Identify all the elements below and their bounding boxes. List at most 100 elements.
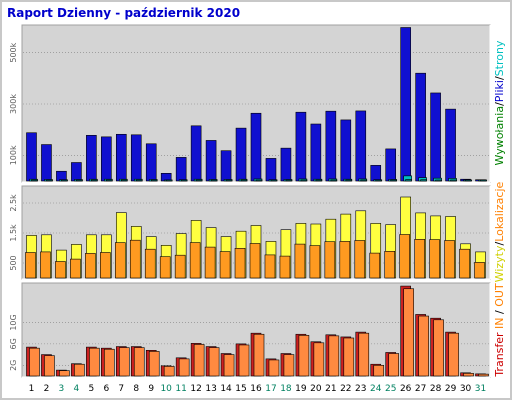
bar-kbout-day-3 — [59, 370, 70, 377]
bar-pages-day-10 — [165, 179, 173, 182]
x-tick-label: 30 — [460, 384, 472, 394]
bar-pages-day-19 — [300, 179, 308, 182]
x-tick-label: 3 — [59, 384, 65, 394]
x-tick-label: 25 — [385, 384, 396, 394]
bar-kbout-day-14 — [223, 354, 235, 377]
day-axis-labels: 1 2 3 4 5 6 7 8 9 10 11 12 13 14 15 16 17 18 19 20 21 22 23 24 2… — [29, 384, 487, 394]
bar-pages-day-28 — [435, 179, 442, 182]
bar-sites-day-24 — [369, 252, 381, 279]
chart-panels: 100k 300k 500k 500 1.5k 2.5k 2G 6G 10G — [9, 24, 491, 378]
bar-sites-day-15 — [234, 248, 246, 279]
bar-pages-day-13 — [210, 179, 218, 182]
bar-sites-day-31 — [474, 262, 485, 279]
x-tick-label: 29 — [445, 384, 457, 394]
bar-pages-day-3 — [61, 179, 68, 182]
panel-visits-sites: 500 1.5k 2.5k — [9, 185, 491, 280]
bar-kbout-day-19 — [298, 335, 310, 377]
bar-kbout-day-12 — [193, 344, 205, 377]
legend-top-panel: Wywołania/Pliki/Strony — [493, 40, 506, 165]
bar-kbout-day-29 — [448, 332, 459, 377]
bar-sites-day-6 — [100, 252, 111, 279]
bar-sites-day-18 — [279, 255, 291, 279]
bar-pages-day-4 — [76, 179, 83, 182]
bar-pages-day-25 — [390, 179, 398, 182]
legend-item: OUT — [493, 283, 506, 310]
bar-pages-day-23 — [360, 179, 368, 182]
bar-pages-day-1 — [31, 179, 38, 182]
bar-hits-day-9 — [145, 143, 157, 182]
bar-hits-day-18 — [280, 147, 292, 182]
bar-hits-day-20 — [310, 123, 322, 182]
bar-kbout-day-20 — [313, 342, 325, 377]
bar-kbout-day-31 — [478, 373, 489, 377]
bar-sites-day-19 — [294, 243, 306, 279]
bar-hits-day-4 — [71, 162, 82, 182]
bar-sites-day-17 — [264, 254, 276, 279]
bar-sites-day-14 — [219, 251, 231, 279]
bar-hits-day-14 — [220, 150, 232, 182]
x-tick-label: 21 — [325, 384, 336, 394]
bar-pages-day-7 — [120, 179, 128, 182]
bar-sites-day-20 — [309, 245, 321, 279]
bar-sites-day-1 — [25, 252, 36, 279]
y-tick-label: 2.5k — [9, 194, 18, 212]
y-tick-label: 6G — [9, 338, 18, 349]
bar-pages-day-18 — [285, 179, 293, 182]
bar-hits-day-21 — [325, 110, 337, 182]
bar-sites-day-10 — [159, 256, 171, 279]
bar-kbout-day-11 — [178, 358, 190, 377]
x-tick-label: 6 — [103, 384, 109, 394]
bar-hits-day-15 — [235, 127, 247, 182]
bar-pages-day-21 — [330, 179, 338, 182]
bar-pages-day-29 — [450, 179, 457, 182]
x-tick-label: 12 — [190, 384, 201, 394]
legend-item: Wywołania — [493, 106, 506, 166]
legend-item: IN — [493, 314, 506, 332]
bar-hits-day-8 — [130, 134, 142, 182]
bar-kbout-day-18 — [283, 354, 295, 377]
legend-item: / — [493, 102, 506, 106]
bar-kbout-day-26 — [403, 288, 414, 377]
bar-pages-day-9 — [150, 179, 158, 182]
legend-item: Lokalizacje — [493, 181, 506, 241]
bar-sites-day-2 — [40, 251, 51, 279]
bar-sites-day-30 — [459, 248, 470, 279]
bar-kbout-day-1 — [29, 347, 40, 377]
bar-kbout-day-22 — [343, 337, 355, 377]
chart-title: Raport Dzienny - październik 2020 — [7, 6, 240, 20]
x-tick-label: 17 — [265, 384, 276, 394]
bar-sites-day-26 — [399, 234, 410, 279]
y-tick-label: 2G — [9, 360, 18, 371]
x-tick-label: 5 — [88, 384, 94, 394]
bar-kbout-day-5 — [89, 347, 100, 377]
bar-sites-day-28 — [429, 239, 440, 279]
bar-kbout-day-13 — [208, 347, 220, 377]
x-tick-label: 9 — [148, 384, 154, 394]
x-tick-label: 26 — [400, 384, 412, 394]
x-tick-label: 11 — [175, 384, 186, 394]
legend-text: Transfer IN / OUT — [493, 283, 506, 378]
legend-item: Transfer — [493, 332, 506, 378]
x-tick-label: 7 — [118, 384, 124, 394]
bar-hits-day-26 — [400, 27, 411, 182]
bar-kbout-day-25 — [388, 353, 400, 377]
x-tick-label: 22 — [340, 384, 351, 394]
bar-kbout-day-21 — [328, 335, 340, 377]
bar-kbout-day-7 — [118, 347, 130, 377]
bar-sites-day-9 — [144, 248, 156, 279]
bar-hits-day-19 — [295, 111, 307, 182]
bar-hits-day-13 — [205, 140, 217, 182]
bar-pages-day-27 — [420, 179, 427, 182]
bar-hits-day-24 — [370, 165, 382, 182]
bar-sites-day-16 — [249, 243, 261, 279]
bar-hits-day-12 — [190, 125, 202, 182]
bar-sites-day-7 — [114, 242, 126, 279]
bar-hits-day-5 — [86, 135, 97, 182]
x-tick-label: 28 — [430, 384, 442, 394]
bar-hits-day-6 — [101, 136, 112, 182]
bar-hits-day-11 — [175, 157, 187, 182]
x-tick-label: 13 — [205, 384, 216, 394]
y-tick-label: 100k — [9, 145, 18, 165]
x-tick-label: 15 — [235, 384, 246, 394]
